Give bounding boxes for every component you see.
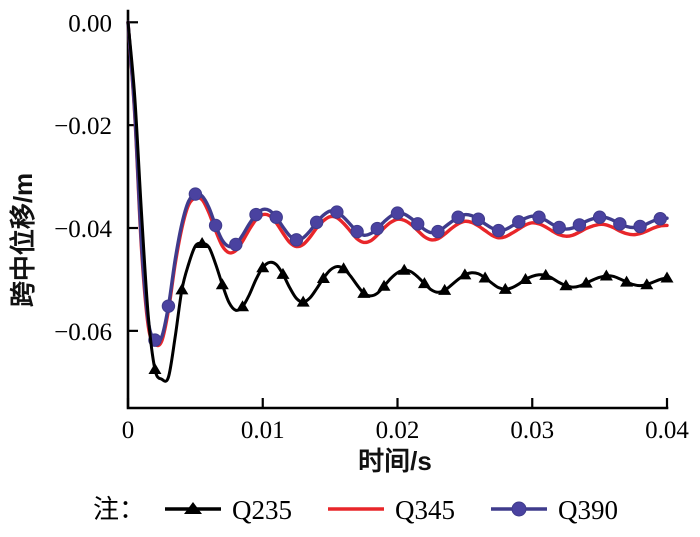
- marker-triangle: [478, 271, 492, 283]
- legend-marker-triangle-icon: [184, 502, 202, 514]
- marker-triangle: [620, 275, 634, 287]
- marker-triangle: [337, 262, 351, 274]
- marker-circle: [512, 215, 526, 229]
- marker-triangle: [215, 278, 229, 290]
- marker-circle: [552, 220, 566, 235]
- series-q235: [126, 20, 674, 383]
- y-tick-label: −0.06: [54, 319, 112, 346]
- marker-circle: [633, 219, 647, 234]
- marker-circle: [491, 223, 506, 238]
- x-tick-label: 0: [122, 417, 135, 444]
- series-q390: [126, 20, 669, 347]
- marker-triangle: [599, 269, 613, 281]
- axes-group: [126, 9, 669, 410]
- marker-circle: [451, 210, 465, 224]
- marker-circle: [309, 215, 324, 230]
- marker-circle: [411, 217, 425, 231]
- marker-circle: [188, 187, 203, 201]
- chart-legend: 注： Q235 Q345 Q390: [93, 494, 618, 525]
- marker-triangle: [660, 271, 674, 283]
- marker-triangle: [195, 237, 209, 249]
- marker-circle: [532, 210, 546, 224]
- marker-circle: [330, 205, 344, 219]
- marker-triangle: [276, 267, 290, 279]
- marker-triangle: [559, 279, 573, 291]
- marker-triangle: [438, 283, 452, 295]
- marker-triangle: [357, 286, 371, 298]
- marker-triangle: [236, 300, 250, 312]
- x-tick-label: 0.01: [241, 417, 285, 444]
- marker-circle: [572, 218, 587, 232]
- marker-circle: [431, 224, 445, 239]
- legend-label: Q345: [395, 495, 455, 525]
- marker-circle: [229, 237, 243, 252]
- legend-label: Q235: [232, 495, 292, 525]
- legend-label: Q390: [558, 495, 618, 525]
- series-line-q235: [126, 20, 669, 383]
- marker-triangle: [458, 268, 472, 280]
- marker-triangle: [397, 263, 411, 275]
- y-axis-label-text: 跨中位移/m: [8, 173, 38, 307]
- marker-triangle: [519, 273, 533, 285]
- marker-circle: [370, 221, 384, 236]
- y-tick-label: −0.04: [54, 216, 112, 243]
- marker-triangle: [296, 295, 310, 307]
- marker-triangle: [175, 283, 189, 295]
- y-axis-label: 跨中位移/m: [8, 173, 38, 307]
- marker-triangle: [377, 279, 391, 291]
- x-tick-label: 0.02: [376, 417, 420, 444]
- marker-circle: [161, 299, 176, 313]
- marker-triangle: [640, 278, 654, 290]
- marker-triangle: [256, 261, 270, 273]
- marker-circle: [208, 218, 223, 233]
- x-tick-label: 0.03: [510, 417, 554, 444]
- marker-circle: [350, 224, 364, 239]
- tick-label-group: 0.00 −0.02 −0.04 −0.06 0 0.01 0.02 0.03 0.04: [54, 10, 689, 444]
- legend-marker-circle-icon: [511, 501, 527, 517]
- marker-circle: [653, 212, 667, 226]
- marker-circle: [269, 210, 283, 224]
- legend-prefix: 注：: [93, 494, 145, 524]
- marker-circle: [249, 207, 263, 222]
- legend-item-q390[interactable]: Q390: [491, 495, 618, 525]
- legend-item-q235[interactable]: Q235: [165, 495, 292, 525]
- legend-item-q345[interactable]: Q345: [328, 495, 455, 525]
- marker-triangle: [579, 276, 593, 288]
- marker-circle: [592, 210, 607, 224]
- x-tick-label: 0.04: [645, 417, 689, 444]
- series-group: [126, 20, 674, 383]
- marker-circle: [289, 233, 304, 247]
- marker-triangle: [316, 272, 330, 284]
- y-tick-label: 0.00: [68, 10, 112, 37]
- marker-circle: [471, 212, 486, 226]
- marker-triangle: [148, 363, 162, 375]
- marker-circle: [390, 206, 405, 220]
- marker-triangle: [498, 282, 512, 294]
- x-axis-label-text: 时间/s: [358, 446, 432, 476]
- marker-circle: [613, 217, 627, 231]
- marker-triangle: [417, 277, 431, 289]
- y-tick-label: −0.02: [54, 113, 112, 140]
- marker-triangle: [539, 268, 553, 280]
